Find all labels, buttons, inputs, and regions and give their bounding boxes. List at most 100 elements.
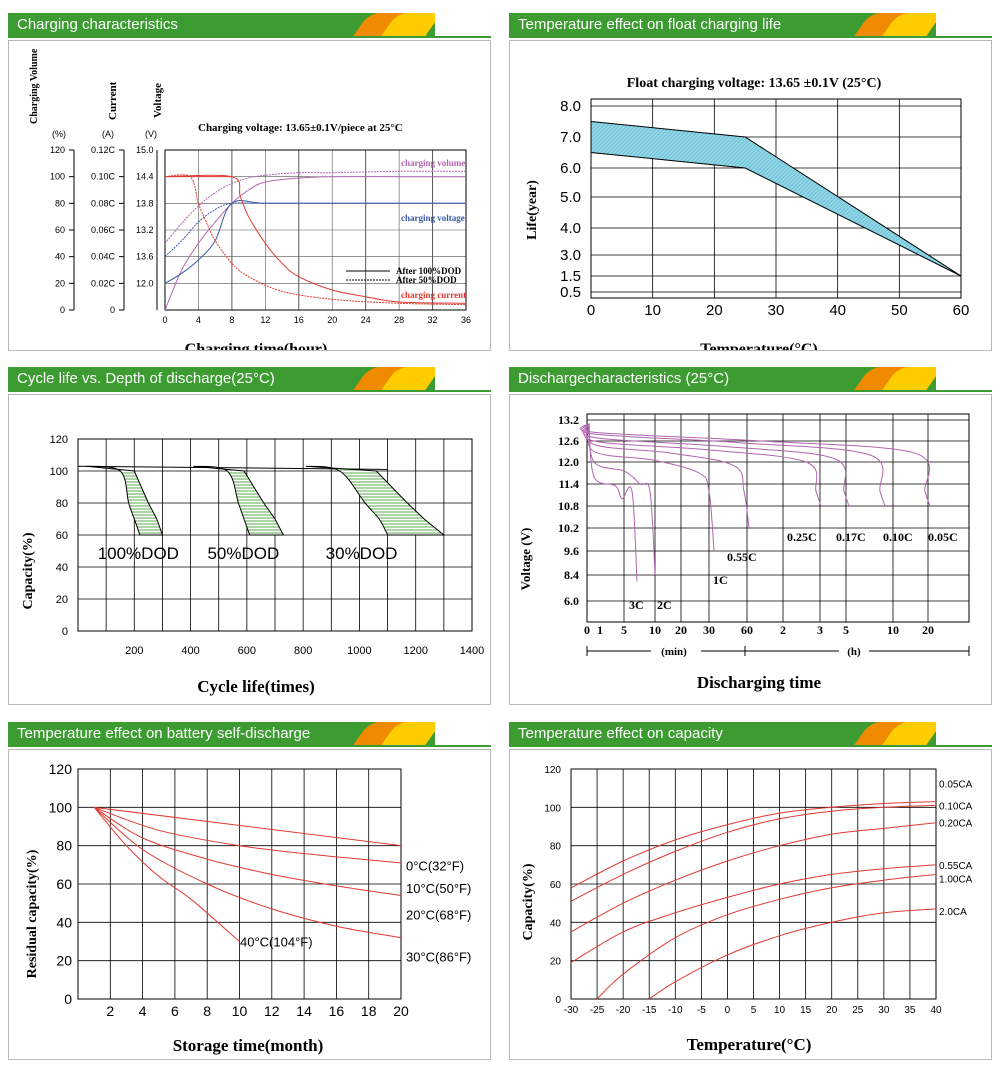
tick-label: 14 — [296, 1003, 312, 1019]
tick-label: 20 — [56, 953, 72, 969]
tick-label: 6 — [171, 1003, 179, 1019]
series-label: 0.10C — [883, 530, 913, 544]
series-label: 1.00CA — [939, 874, 973, 885]
y-axis-label: Capacity(%) — [21, 532, 36, 609]
tick-label: 16 — [329, 1003, 345, 1019]
tick-label: 80 — [55, 198, 65, 208]
tick-label: 36 — [461, 315, 471, 325]
tick-label: 9.6 — [564, 544, 579, 558]
tick-label: 13.2 — [558, 413, 579, 427]
tick-label: 11.4 — [559, 477, 579, 491]
series-line — [93, 806, 402, 939]
tick-label: 13.2 — [136, 225, 154, 235]
panel-cycle-life: Cycle life vs. Depth of discharge(25°C) … — [8, 367, 491, 705]
tick-label: 1.5 — [560, 268, 581, 285]
tick-label: 60 — [55, 225, 65, 235]
tick-label: 40 — [829, 302, 846, 319]
tick-label: 20 — [826, 1005, 838, 1016]
series-charging-volume — [164, 170, 467, 244]
tick-label: 0 — [110, 305, 115, 315]
tick-label: 2 — [780, 623, 786, 637]
tick-label: 0 — [725, 1005, 731, 1016]
tick-label: 5 — [843, 623, 849, 637]
tick-label: 10 — [232, 1003, 248, 1019]
tick-label: 0.02C — [91, 278, 116, 288]
unit-min: (min) — [661, 646, 687, 658]
y-axis-head-voltage: Voltage — [152, 83, 164, 118]
dod-label: 50%DOD — [207, 544, 279, 563]
tick-label: 12.6 — [558, 434, 579, 448]
tick-label: 400 — [181, 645, 199, 657]
tick-label: 600 — [238, 645, 256, 657]
tick-label: 30 — [703, 623, 715, 637]
band-50%DOD — [193, 465, 285, 536]
tick-label: 60 — [56, 876, 72, 892]
tick-label: 30 — [768, 302, 785, 319]
tick-label: 60 — [550, 880, 562, 891]
tick-label: 20 — [922, 623, 934, 637]
dod-label: 100%DOD — [98, 544, 179, 563]
y-axis-label: Residual capacity(%) — [25, 849, 40, 978]
tick-label: 0.12C — [91, 145, 116, 155]
panel-header: Temperature effect on battery self-disch… — [8, 722, 491, 746]
tick-label: 3 — [817, 623, 823, 637]
series-charging-current — [164, 174, 467, 304]
tick-label: 5.0 — [560, 189, 581, 206]
tick-label: 0.08C — [91, 198, 116, 208]
series-label: 20°C(68°F) — [406, 908, 471, 923]
tick-label: 10 — [887, 623, 899, 637]
tick-label: 0.04C — [91, 252, 116, 262]
tick-label: 13.6 — [136, 252, 154, 262]
tick-label: 15 — [800, 1005, 812, 1016]
tick-label: -25 — [590, 1005, 605, 1016]
tick-label: 10.2 — [558, 521, 579, 535]
tick-label: 40 — [55, 252, 65, 262]
chart-note: Float charging voltage: 13.65 ±0.1V (25°… — [627, 76, 882, 91]
tick-label: 100 — [544, 803, 561, 814]
panel-title: Dischargecharacteristics (25°C) — [518, 370, 730, 387]
tick-label: -30 — [564, 1005, 579, 1016]
tick-label: 0 — [60, 305, 65, 315]
series-label: 0.17C — [836, 530, 866, 544]
label-charging-current: charging current — [401, 290, 466, 300]
panel-temp-capacity: Temperature effect on capacity 0.05CA 0.1… — [509, 722, 992, 1060]
series-label: 30°C(86°F) — [406, 950, 471, 965]
series-label: 10°C(50°F) — [406, 881, 471, 896]
tick-label: 50 — [891, 302, 908, 319]
tick-label: 14.4 — [136, 172, 154, 182]
chart-note: Charging voltage: 13.65±0.1V/piece at 25… — [198, 122, 403, 134]
chart-discharge: 3C 2C 1C 0.55C 0.25C 0.17C 0.10C 0.05C 6.0 8.4 9.… — [518, 413, 970, 692]
panel-title: Charging characteristics — [17, 16, 178, 33]
x-axis-label: Cycle life(times) — [197, 677, 315, 696]
series-line — [570, 801, 937, 889]
tick-label: 20 — [706, 302, 723, 319]
y-axis-label: Capacity(%) — [521, 863, 536, 940]
series-charging-current — [164, 174, 467, 306]
plot-border — [164, 149, 467, 311]
panel-self-discharge: Temperature effect on battery self-disch… — [8, 722, 491, 1060]
tick-label: 0.10C — [91, 172, 116, 182]
tick-label: 6.0 — [564, 594, 579, 608]
tick-label: 0.06C — [91, 225, 116, 235]
tick-label: 32 — [428, 315, 438, 325]
series-line — [93, 806, 402, 896]
tick-label: 40 — [550, 918, 562, 929]
label-charging-voltage: charging voltage — [401, 213, 465, 223]
series-line — [93, 807, 240, 942]
tick-label: 24 — [361, 315, 371, 325]
chart-curves — [164, 170, 467, 311]
y-axis-unit-voltage: (V) — [145, 129, 157, 139]
chart-self-discharge: 0°C(32°F) 10°C(50°F) 20°C(68°F) 30°C(86°F) 4… — [25, 761, 471, 1055]
tick-label: 0 — [584, 623, 590, 637]
tick-label: 3.0 — [560, 247, 581, 264]
tick-label: 4.0 — [560, 220, 581, 237]
tick-label: 1 — [597, 623, 603, 637]
tick-label: 40 — [930, 1005, 942, 1016]
series-1C — [587, 423, 715, 552]
series-0.05C — [579, 423, 931, 507]
tick-label: 4 — [196, 315, 201, 325]
tick-label: 80 — [56, 838, 72, 854]
series-line — [94, 806, 402, 847]
tick-label: 20 — [393, 1003, 409, 1019]
chart-cycle-life: 100%DOD 50%DOD 30%DOD 0 20 40 60 80 100 120 200 40… — [21, 434, 484, 696]
